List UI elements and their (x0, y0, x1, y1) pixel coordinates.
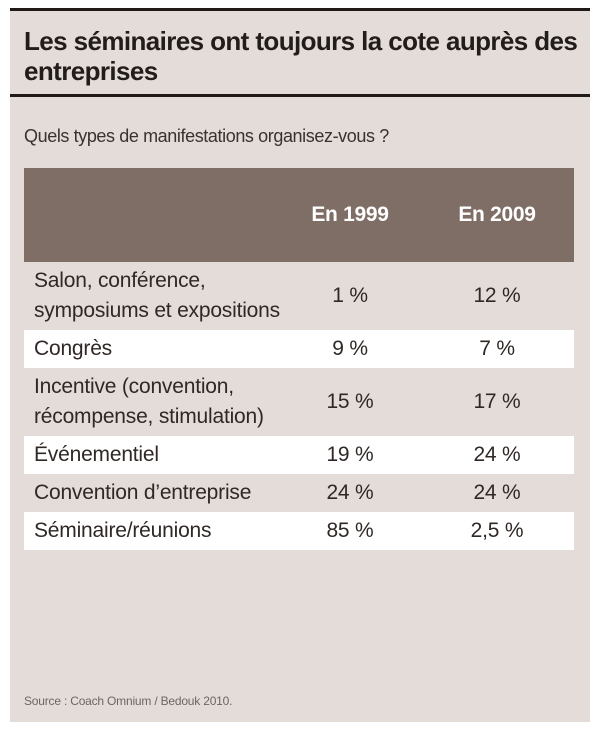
value-2009: 12 % (420, 262, 574, 330)
table-row: Congrès 9 % 7 % (24, 330, 574, 368)
title-rule (10, 94, 590, 97)
table-row: Événementiel 19 % 24 % (24, 436, 574, 474)
column-header-2009: En 2009 (420, 168, 574, 262)
chart-subtitle: Quels types de manifestations organisez-… (24, 126, 389, 146)
table-header-row: En 1999 En 2009 (24, 168, 574, 262)
value-1999: 24 % (280, 474, 420, 512)
row-label: Séminaire/réunions (24, 512, 280, 550)
row-label: Incentive (convention, récompense, stimu… (24, 368, 280, 436)
data-table-container: En 1999 En 2009 Salon, conférence, sympo… (24, 168, 574, 550)
value-1999: 15 % (280, 368, 420, 436)
data-table: En 1999 En 2009 Salon, conférence, sympo… (24, 168, 574, 550)
table-row: Salon, conférence, symposiums et exposit… (24, 262, 574, 330)
top-rule (10, 8, 590, 11)
table-row: Convention d’entreprise 24 % 24 % (24, 474, 574, 512)
value-2009: 24 % (420, 474, 574, 512)
source-note: Source : Coach Omnium / Bedouk 2010. (24, 694, 233, 708)
value-2009: 24 % (420, 436, 574, 474)
value-2009: 17 % (420, 368, 574, 436)
table-body: Salon, conférence, symposiums et exposit… (24, 262, 574, 550)
row-label: Salon, conférence, symposiums et exposit… (24, 262, 280, 330)
value-1999: 1 % (280, 262, 420, 330)
row-label: Congrès (24, 330, 280, 368)
value-1999: 9 % (280, 330, 420, 368)
table-row: Incentive (convention, récompense, stimu… (24, 368, 574, 436)
row-label: Convention d’entreprise (24, 474, 280, 512)
column-header-1999: En 1999 (280, 168, 420, 262)
infographic-panel: Les séminaires ont toujours la cote aupr… (10, 8, 590, 722)
chart-title: Les séminaires ont toujours la cote aupr… (24, 26, 578, 86)
value-1999: 85 % (280, 512, 420, 550)
row-label: Événementiel (24, 436, 280, 474)
column-header-label (24, 168, 280, 262)
value-2009: 7 % (420, 330, 574, 368)
table-row: Séminaire/réunions 85 % 2,5 % (24, 512, 574, 550)
value-2009: 2,5 % (420, 512, 574, 550)
value-1999: 19 % (280, 436, 420, 474)
